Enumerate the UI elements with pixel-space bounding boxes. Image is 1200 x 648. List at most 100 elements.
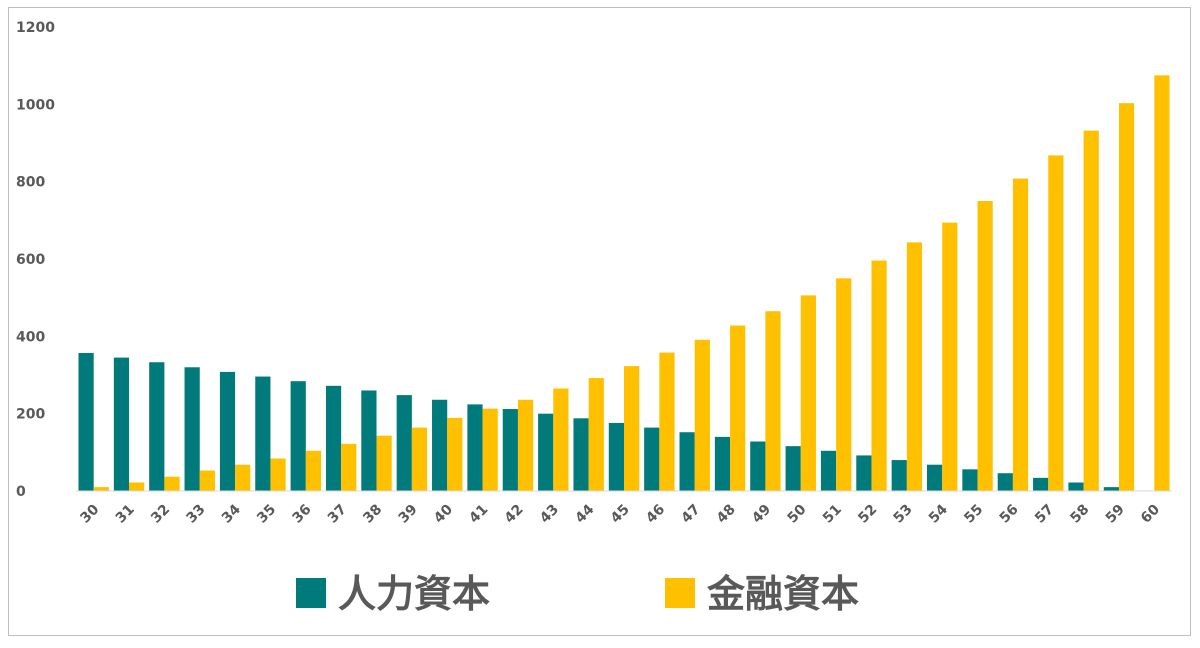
x-tick-label: 59 — [1103, 502, 1128, 527]
bar-human-capital-42 — [502, 409, 518, 491]
x-tick-label: 44 — [572, 501, 597, 526]
x-tick-label: 57 — [1032, 502, 1057, 527]
x-tick-label: 60 — [1138, 501, 1163, 526]
bar-human-capital-33 — [184, 367, 200, 491]
legend-label-human-capital: 人力資本 — [338, 572, 490, 616]
bar-human-capital-46 — [644, 427, 660, 491]
bar-financial-capital-33 — [199, 470, 215, 491]
bars — [78, 75, 1170, 492]
legend-swatch-financial-capital — [665, 578, 695, 608]
bar-financial-capital-32 — [164, 476, 180, 491]
bar-human-capital-59 — [1103, 487, 1119, 491]
x-tick-label: 55 — [961, 502, 986, 527]
legend-label-financial-capital: 金融資本 — [706, 572, 859, 616]
bar-human-capital-58 — [1068, 482, 1084, 491]
bar-human-capital-49 — [750, 441, 766, 491]
x-tick-label: 36 — [290, 502, 315, 527]
x-tick-label: 38 — [360, 502, 385, 527]
x-tick-label: 40 — [431, 501, 456, 526]
bar-financial-capital-46 — [659, 352, 675, 491]
x-tick-label: 34 — [219, 501, 244, 526]
bar-financial-capital-36 — [305, 450, 322, 491]
x-tick-label: 51 — [820, 502, 845, 527]
bar-human-capital-34 — [219, 371, 236, 491]
y-tick-label: 200 — [16, 407, 45, 423]
bar-financial-capital-47 — [694, 339, 710, 491]
bar-financial-capital-55 — [977, 201, 993, 491]
bar-human-capital-41 — [467, 404, 483, 491]
bar-human-capital-35 — [255, 376, 271, 491]
y-tick-label: 800 — [16, 175, 45, 191]
bar-financial-capital-44 — [588, 378, 604, 491]
chart-frame — [8, 7, 1191, 636]
bar-human-capital-45 — [608, 422, 624, 491]
x-tick-label: 31 — [113, 502, 138, 527]
x-tick-label: 33 — [183, 502, 208, 527]
x-tick-label: 32 — [148, 502, 173, 527]
x-tick-label: 41 — [466, 502, 491, 527]
bar-financial-capital-58 — [1083, 130, 1099, 491]
y-tick-label: 1000 — [16, 97, 55, 113]
x-tick-label: 58 — [1067, 502, 1092, 527]
bar-financial-capital-38 — [376, 435, 392, 491]
bar-financial-capital-57 — [1048, 155, 1064, 491]
x-tick-label: 52 — [855, 502, 880, 527]
bar-financial-capital-40 — [447, 417, 463, 491]
x-tick-label: 35 — [254, 502, 279, 527]
bar-human-capital-51 — [820, 450, 837, 491]
bar-human-capital-38 — [361, 390, 377, 491]
bar-financial-capital-60 — [1154, 75, 1170, 491]
bar-human-capital-57 — [1033, 477, 1049, 491]
x-tick-label: 39 — [396, 502, 421, 527]
legend-swatch-human-capital — [296, 578, 326, 608]
bar-human-capital-32 — [149, 362, 165, 491]
bar-financial-capital-49 — [765, 311, 781, 491]
bar-human-capital-52 — [856, 455, 872, 491]
y-tick-label: 600 — [16, 252, 45, 268]
bar-financial-capital-30 — [93, 487, 109, 491]
bar-financial-capital-54 — [942, 222, 958, 491]
bar-financial-capital-31 — [129, 482, 145, 491]
x-tick-label: 53 — [891, 502, 916, 527]
x-tick-label: 54 — [926, 501, 951, 526]
y-tick-label: 0 — [16, 484, 26, 500]
bar-human-capital-47 — [679, 432, 695, 491]
y-tick-label: 1200 — [16, 20, 55, 36]
bar-human-capital-54 — [926, 464, 943, 491]
bar-human-capital-31 — [113, 357, 130, 491]
bar-human-capital-50 — [785, 446, 801, 491]
x-tick-label: 46 — [643, 502, 668, 527]
x-tick-label: 56 — [997, 502, 1022, 527]
bar-financial-capital-56 — [1012, 178, 1029, 491]
bar-human-capital-39 — [396, 395, 412, 491]
bar-financial-capital-45 — [624, 366, 640, 491]
bar-financial-capital-51 — [836, 278, 852, 491]
bar-human-capital-30 — [78, 352, 94, 491]
bar-financial-capital-48 — [730, 325, 746, 491]
y-axis-ticks: 0 200 400 600 800 1000 1200 — [16, 20, 55, 500]
x-tick-label: 45 — [608, 502, 633, 527]
bar-financial-capital-41 — [482, 408, 498, 491]
bar-human-capital-36 — [290, 381, 306, 491]
x-tick-label: 43 — [537, 502, 562, 527]
bar-human-capital-56 — [997, 473, 1013, 491]
x-tick-label: 30 — [77, 501, 102, 526]
bar-human-capital-48 — [714, 436, 731, 491]
bar-financial-capital-42 — [517, 399, 534, 491]
bar-financial-capital-37 — [341, 443, 357, 491]
bar-human-capital-43 — [538, 413, 554, 491]
bar-financial-capital-43 — [553, 388, 569, 491]
x-tick-label: 37 — [325, 502, 350, 527]
bar-financial-capital-34 — [235, 464, 251, 491]
y-tick-label: 400 — [16, 329, 45, 345]
x-tick-label: 42 — [502, 502, 527, 527]
legend: 人力資本 金融資本 — [296, 572, 859, 616]
bar-financial-capital-50 — [800, 295, 816, 491]
bar-human-capital-53 — [891, 460, 907, 491]
bar-financial-capital-39 — [411, 427, 428, 491]
x-tick-label: 50 — [785, 501, 810, 526]
bar-financial-capital-53 — [906, 242, 923, 491]
x-tick-label: 48 — [714, 502, 739, 527]
x-tick-label: 49 — [749, 502, 774, 527]
